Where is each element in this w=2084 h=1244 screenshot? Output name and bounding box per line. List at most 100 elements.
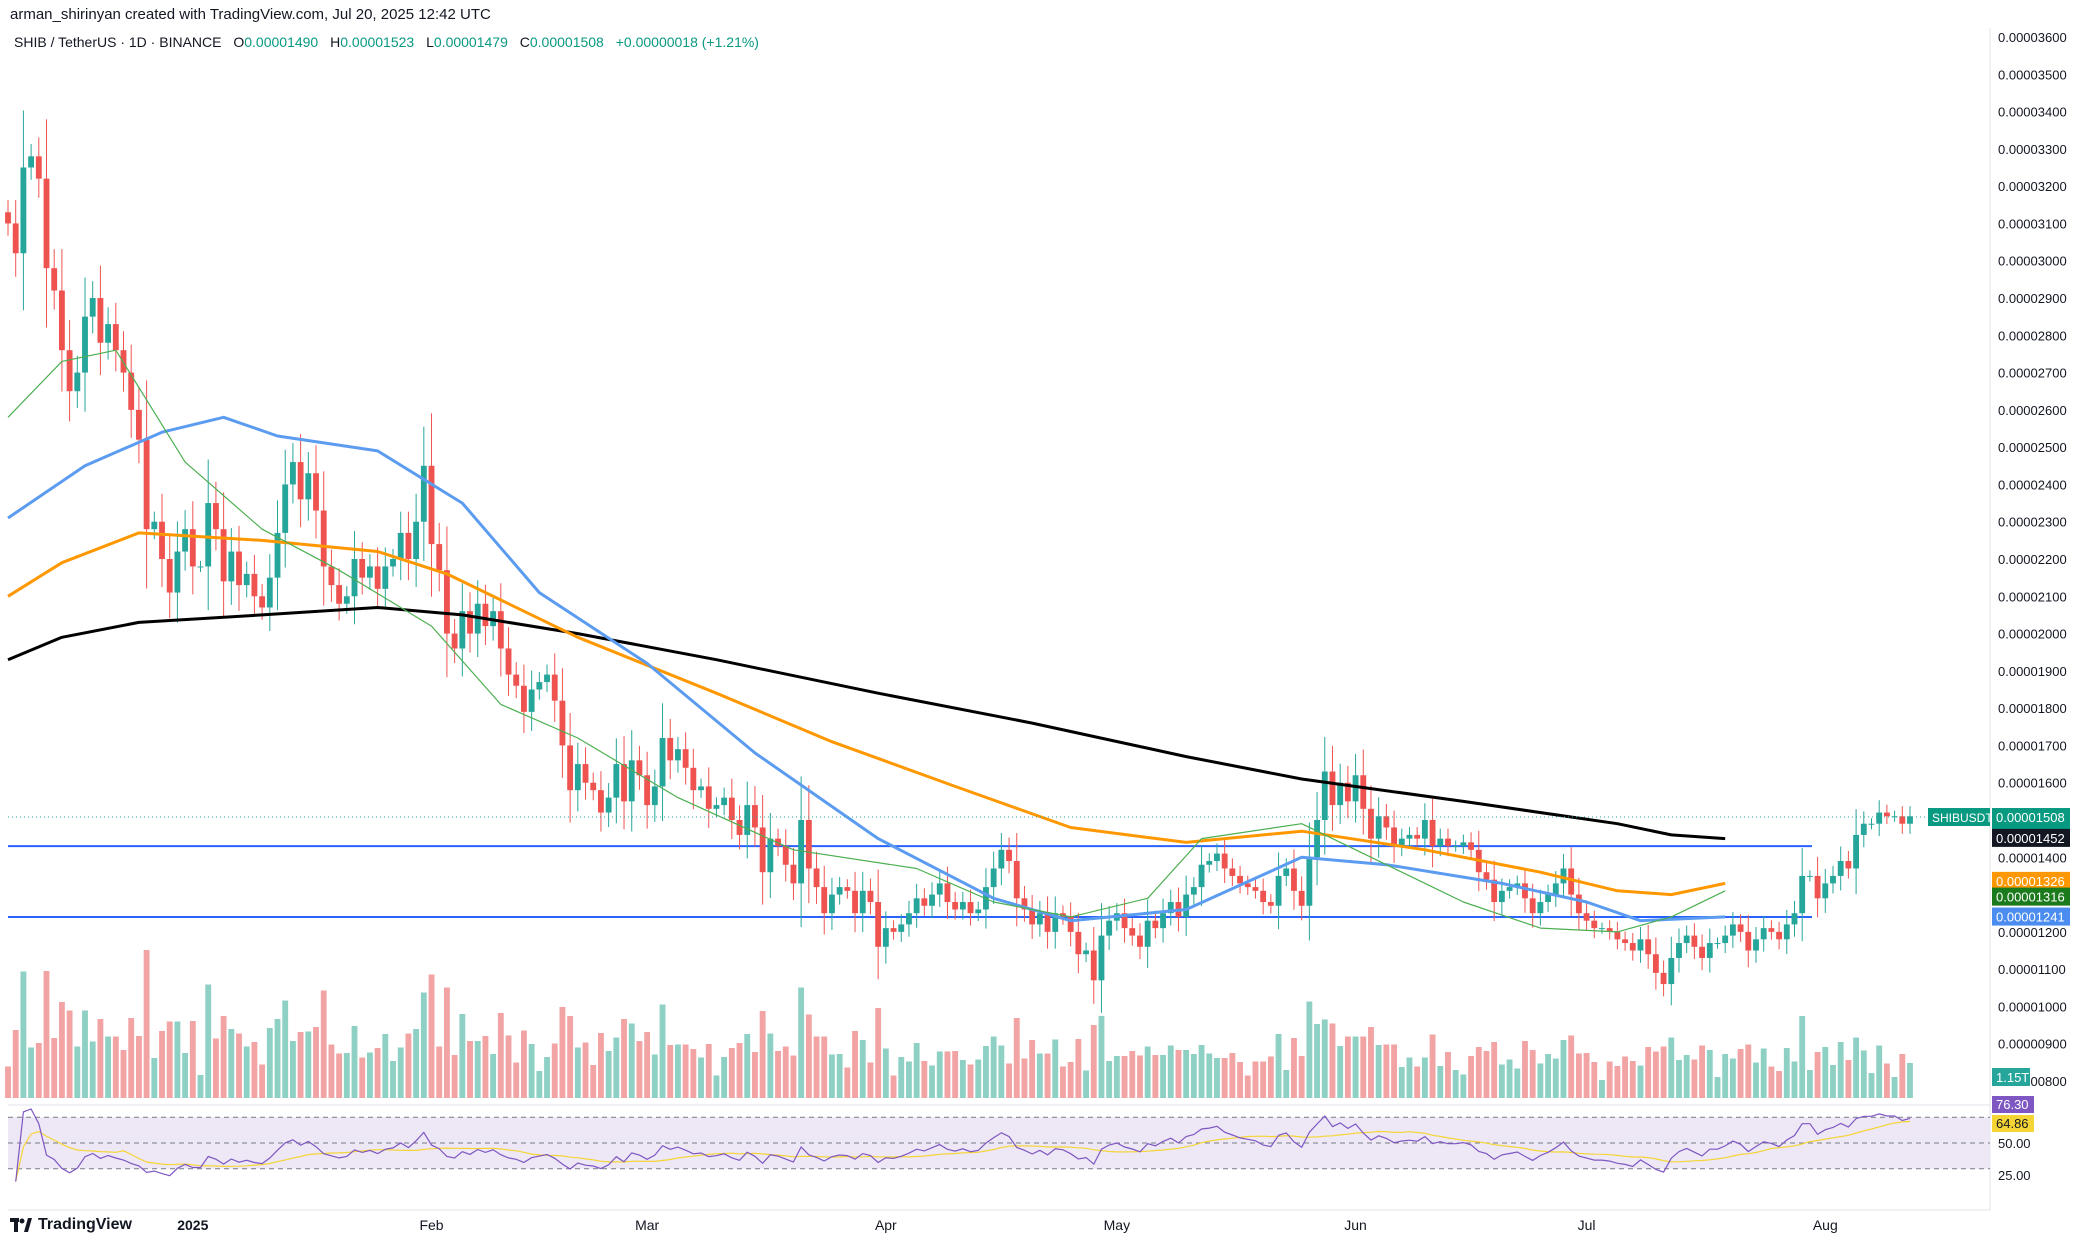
volume-bar — [66, 1010, 73, 1098]
volume-bar — [1552, 1058, 1559, 1098]
candle-body — [1776, 931, 1783, 940]
price-tick-label: 0.00002200 — [1998, 552, 2067, 567]
candle-body — [105, 324, 112, 343]
tradingview-logo[interactable]: TradingView — [10, 1216, 132, 1234]
volume-bar — [798, 987, 805, 1098]
candle-body — [220, 529, 227, 582]
candle-body — [675, 749, 681, 761]
rsi-ma-badge — [1992, 1115, 2034, 1132]
candle-body — [366, 566, 373, 578]
volume-bar — [1599, 1080, 1605, 1098]
candle-body — [1691, 935, 1698, 947]
volume-bar — [598, 1033, 604, 1098]
candle-body — [297, 462, 304, 500]
candle-body — [1137, 935, 1143, 947]
candle-body — [1244, 883, 1251, 888]
candle-body — [1614, 931, 1621, 940]
volume-bar — [744, 1034, 751, 1098]
candle-body — [266, 577, 273, 608]
volume-bar — [328, 1044, 335, 1098]
volume-bar — [728, 1048, 735, 1098]
time-tick-label: Apr — [875, 1217, 897, 1233]
volume-bar — [159, 1031, 165, 1098]
volume-bar — [1306, 1001, 1313, 1098]
volume-bar — [1676, 1060, 1682, 1098]
candle-body — [651, 786, 658, 806]
candle-body — [1206, 861, 1213, 865]
candle-body — [752, 805, 758, 828]
candle-body — [1522, 883, 1528, 899]
candle-body — [43, 178, 50, 269]
volume-bar — [20, 971, 27, 1098]
rsi-value-badge — [1992, 1096, 2034, 1113]
price-tick-label: 0.00002100 — [1998, 589, 2067, 604]
price-badge-value: 0.00001241 — [1996, 910, 2065, 925]
price-badge — [1992, 907, 2070, 926]
candle-body — [1036, 913, 1043, 925]
volume-bar — [859, 1040, 866, 1098]
candle-body — [1460, 842, 1467, 847]
price-tick-label: 0.00003600 — [1998, 30, 2067, 45]
candle-body — [1483, 872, 1490, 880]
price-badge — [1992, 828, 2070, 847]
close-key: C — [519, 34, 530, 50]
candle-body — [559, 700, 566, 746]
candle-body — [151, 521, 158, 530]
candle-body — [1106, 920, 1113, 936]
candle-body — [1167, 902, 1174, 914]
candle-body — [205, 503, 212, 567]
volume-bar — [1206, 1053, 1213, 1098]
volume-bar — [1121, 1056, 1128, 1098]
volume-bar — [1252, 1061, 1259, 1098]
volume-bar — [35, 1043, 42, 1098]
volume-bar — [1668, 1037, 1675, 1098]
volume-bar — [1337, 1046, 1344, 1098]
candle-body — [143, 439, 150, 530]
candle-body — [959, 902, 966, 910]
volume-bar — [251, 1042, 258, 1098]
volume-bar — [1483, 1051, 1490, 1098]
candle-body — [1791, 913, 1798, 925]
price-tick-label: 0.00002300 — [1998, 515, 2067, 530]
candle-body — [1706, 943, 1713, 958]
volume-bar — [405, 1033, 412, 1098]
volume-bar — [120, 1050, 127, 1098]
volume-bar — [1753, 1062, 1759, 1098]
candle-body — [182, 529, 189, 552]
symbol-label[interactable]: SHIB / TetherUS · 1D · BINANCE — [14, 34, 222, 50]
volume-bar — [105, 1036, 112, 1098]
candle-body — [28, 156, 35, 168]
candle-body — [1021, 898, 1028, 910]
candle-body — [1599, 928, 1605, 930]
candle-body — [451, 633, 458, 649]
chart-credit: arman_shirinyan created with TradingView… — [10, 6, 491, 23]
candle-body — [1799, 875, 1806, 914]
candle-body — [875, 902, 882, 947]
volume-bar — [1729, 1058, 1736, 1098]
candle-body — [1660, 972, 1667, 985]
volume-bar — [752, 1052, 758, 1098]
volume-bar — [1522, 1041, 1528, 1098]
candle-body — [359, 559, 366, 578]
rsi-tick-label: 25.00 — [1998, 1168, 2031, 1183]
candle-body — [1760, 928, 1767, 940]
volume-bar — [1083, 1070, 1089, 1098]
volume-bar — [567, 1016, 574, 1098]
candle-body — [944, 883, 951, 903]
candle-body — [898, 924, 905, 932]
candle-body — [628, 760, 635, 802]
candle-body — [1283, 868, 1290, 876]
volume-bar — [1468, 1056, 1475, 1098]
volume-bar — [97, 1019, 104, 1098]
candle-body — [1306, 857, 1313, 906]
volume-bar — [1876, 1045, 1883, 1098]
candle-body — [1160, 913, 1166, 929]
volume-bar — [1529, 1050, 1536, 1098]
price-tick-label: 0.00003300 — [1998, 142, 2067, 157]
volume-bar — [875, 1008, 882, 1098]
candle-body — [1491, 879, 1498, 903]
volume-bar — [1891, 1077, 1898, 1098]
volume-bar — [51, 1038, 58, 1098]
candle-body — [1214, 853, 1220, 862]
